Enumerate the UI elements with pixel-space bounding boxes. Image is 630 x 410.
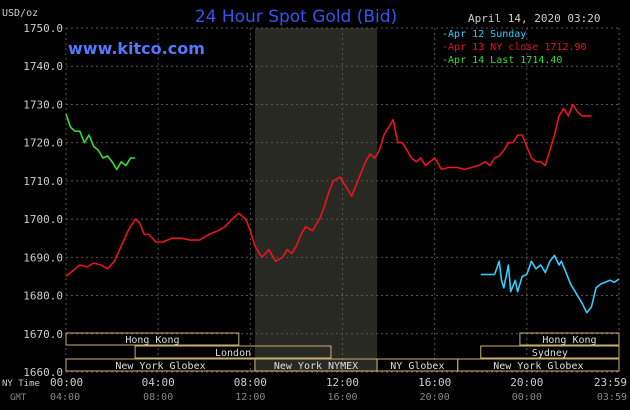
legend: -Apr 12 Sunday -Apr 13 NY close 1712.90 … xyxy=(442,29,587,66)
x-tick-label-ny: 12:00 xyxy=(326,376,359,389)
session-box xyxy=(519,332,620,346)
session-box xyxy=(457,358,620,372)
x-tick-label-gmt: 16:00 xyxy=(327,392,357,403)
session-label: NY Globex xyxy=(390,361,444,372)
y-axis-unit-label: USD/oz xyxy=(2,8,38,19)
x-tick-label-ny: 20:00 xyxy=(510,376,543,389)
legend-item-apr14: -Apr 14 Last 1714.40 xyxy=(442,55,562,66)
x-tick-label-gmt: 04:00 xyxy=(50,392,80,403)
session-label: Sydney xyxy=(532,348,568,359)
x-tick-label-gmt: 08:00 xyxy=(143,392,173,403)
y-tick-label: 1750.0 xyxy=(23,22,63,35)
x-tick-label-ny: 08:00 xyxy=(234,376,267,389)
session-box xyxy=(134,345,332,359)
x-axis-ny-time-label: NY Time xyxy=(2,379,40,389)
session-label: London xyxy=(215,348,251,359)
y-tick-label: 1700.0 xyxy=(23,213,63,226)
session-box xyxy=(480,345,620,359)
session-label: Hong Kong xyxy=(125,335,179,346)
session-label: New York Globex xyxy=(493,361,583,372)
x-tick-label-gmt: 20:00 xyxy=(420,392,450,403)
y-tick-label: 1660.0 xyxy=(23,366,63,379)
y-tick-label: 1720.0 xyxy=(23,137,63,150)
legend-item-apr13: -Apr 13 NY close 1712.90 xyxy=(442,42,587,53)
chart-title: 24 Hour Spot Gold (Bid) xyxy=(195,7,397,27)
session-box xyxy=(65,332,240,346)
y-tick-label: 1670.0 xyxy=(23,328,63,341)
x-axis-gmt-label: GMT xyxy=(10,393,27,403)
series-line-apr13 xyxy=(65,103,592,278)
series-line-apr14 xyxy=(65,113,136,171)
y-tick-label: 1680.0 xyxy=(23,290,63,303)
x-tick-label-gmt: 12:00 xyxy=(235,392,265,403)
x-tick-label-ny: 23:59 xyxy=(594,376,627,389)
session-label: New York NYMEX xyxy=(274,361,358,372)
nymex-session-shade xyxy=(254,28,378,372)
series-line-apr12 xyxy=(493,254,620,314)
y-tick-label: 1710.0 xyxy=(23,175,63,188)
session-label: Hong Kong xyxy=(542,335,596,346)
source-watermark: www.kitco.com xyxy=(68,39,205,58)
y-tick-label: 1740.0 xyxy=(23,60,63,73)
x-tick-label-gmt: 03:59 xyxy=(597,392,627,403)
x-tick-label-ny: 04:00 xyxy=(142,376,175,389)
x-tick-label-gmt: 00:00 xyxy=(512,392,542,403)
session-label: New York Globex xyxy=(115,361,205,372)
x-tick-label-ny: 16:00 xyxy=(418,376,451,389)
x-tick-label-ny: 00:00 xyxy=(50,376,83,389)
chart-timestamp: April 14, 2020 03:20 xyxy=(468,12,600,25)
y-tick-label: 1730.0 xyxy=(23,98,63,111)
legend-item-apr12: -Apr 12 Sunday xyxy=(442,29,526,40)
y-tick-label: 1690.0 xyxy=(23,251,63,264)
